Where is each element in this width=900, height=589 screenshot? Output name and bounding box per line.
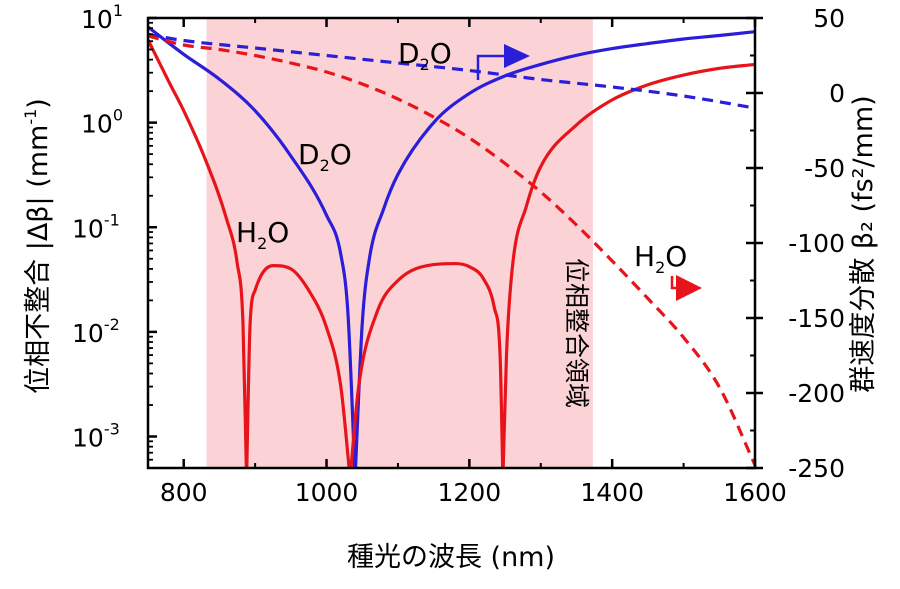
- x-tick-label: 800: [160, 478, 208, 507]
- x-tick-label: 1200: [438, 478, 502, 507]
- curves: [148, 25, 755, 468]
- y-right-tick-label: -50: [804, 154, 845, 183]
- y-left-tick-label: 100: [81, 106, 123, 139]
- x-tick-label: 1600: [723, 478, 787, 507]
- y-right-tick-label: -150: [788, 304, 845, 333]
- label-d2o-solid: D2O: [298, 138, 352, 175]
- x-tick-label: 1400: [580, 478, 644, 507]
- phase-matching-region: [206, 18, 593, 468]
- x-axis-title: 種光の波長 (nm): [347, 542, 555, 573]
- series-0-line: [148, 25, 755, 468]
- y-right-tick-label: -250: [788, 454, 845, 483]
- series-3-line: [148, 34, 755, 466]
- y-left-tick-label: 101: [81, 1, 123, 34]
- y-axis-left-title: 位相不整合 |Δβ| (mm-1): [21, 98, 54, 394]
- label-h2o-dispersion: H2O: [634, 240, 687, 277]
- series-2-line: [148, 32, 755, 110]
- y-left-tick-label: 10-2: [72, 315, 120, 348]
- y-left-tick-label: 10-3: [72, 420, 120, 453]
- y-right-tick-label: 50: [813, 4, 845, 33]
- y-right-tick-label: -200: [788, 379, 845, 408]
- arrow-d2o-dispersion-icon: [476, 44, 530, 80]
- y-right-tick-label: -100: [788, 229, 845, 258]
- y-axis-right-title: 群速度分散 β₂ (fs²/mm): [848, 95, 879, 392]
- x-tick-label: 1000: [295, 478, 359, 507]
- y-left-tick-label: 10-1: [72, 210, 120, 243]
- series-1-line: [148, 39, 755, 468]
- y-right-tick-label: 0: [829, 79, 845, 108]
- axes: 800 1000 1200 1400 1600 101 100 10-1 10-2 10-3 50 0…: [72, 1, 845, 507]
- label-h2o-solid: H2O: [236, 216, 289, 253]
- arrow-h2o-dispersion-icon: [670, 275, 702, 301]
- phase-matching-region-label: 位相整合領域: [562, 258, 591, 408]
- label-d2o-dispersion: D2O: [398, 37, 452, 74]
